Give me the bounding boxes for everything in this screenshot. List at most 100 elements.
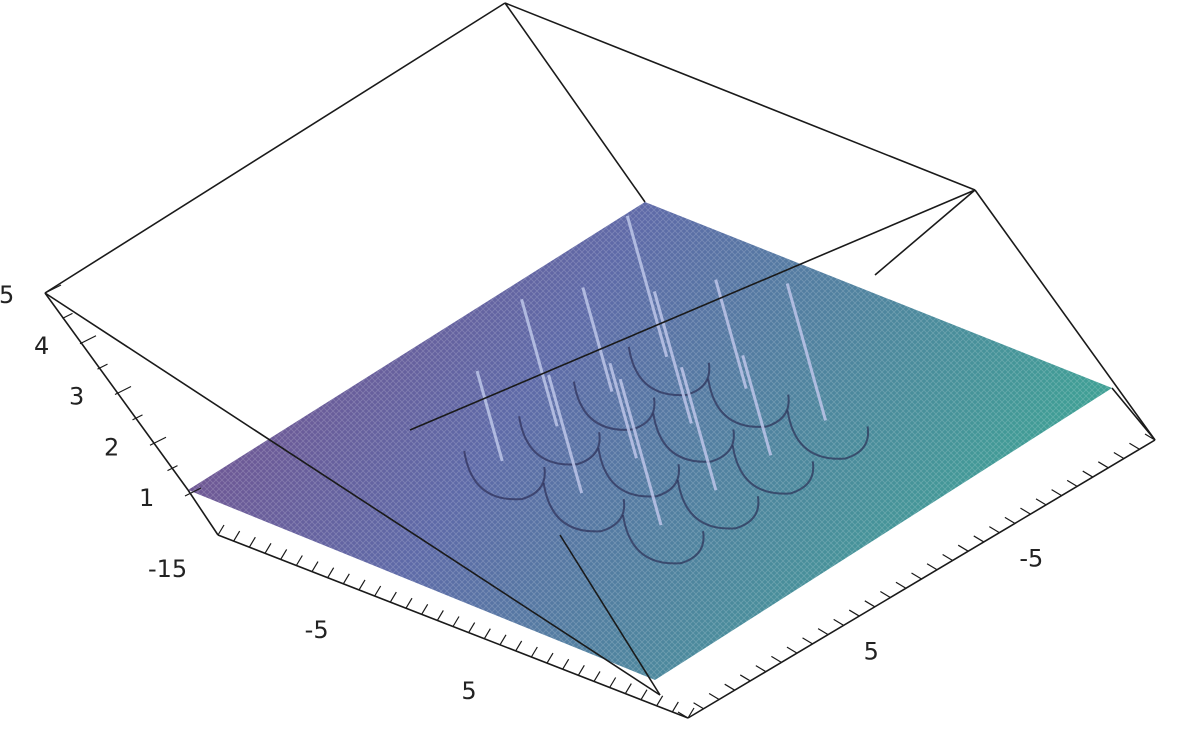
x-tick-label: -5 xyxy=(305,616,329,644)
y-tick xyxy=(957,544,969,552)
surface-ripple xyxy=(786,410,870,460)
x-tick xyxy=(405,597,413,609)
x-tick xyxy=(374,585,382,597)
y-tick xyxy=(1113,452,1125,460)
y-tick xyxy=(786,646,798,654)
x-tick xyxy=(452,616,460,627)
surface-spike xyxy=(679,366,718,491)
x-tick xyxy=(687,707,695,719)
x-tick xyxy=(311,561,319,572)
x-tick xyxy=(593,671,601,682)
surface-ripple xyxy=(572,381,656,431)
z-minor-tick xyxy=(97,363,108,370)
box-edge-back-2 xyxy=(504,2,646,203)
y-tick xyxy=(771,655,782,663)
y-tick xyxy=(895,581,907,589)
surface-ripple xyxy=(676,480,760,530)
x-tick xyxy=(483,628,491,640)
z-tick xyxy=(79,335,97,345)
y-tick xyxy=(880,591,891,599)
x-tick xyxy=(499,634,507,646)
x-tick xyxy=(609,677,617,688)
x-tick xyxy=(327,567,335,579)
box-edge-front-5 xyxy=(1111,387,1156,441)
box-edge-front-0 xyxy=(44,292,189,491)
surface-ripple xyxy=(622,514,705,565)
x-tick xyxy=(421,603,429,615)
box-edge-front-2 xyxy=(187,489,219,536)
surface-spike xyxy=(652,291,693,424)
y-tick-label: 5 xyxy=(864,637,879,665)
surface-spike xyxy=(741,354,773,456)
surface-ripple xyxy=(463,450,546,501)
x-tick xyxy=(577,664,585,676)
x-tick-label: -15 xyxy=(148,555,187,583)
box-edge-back-3 xyxy=(974,189,1156,441)
y-tick xyxy=(1020,507,1031,515)
z-tick xyxy=(44,284,62,294)
box-edge-back-1 xyxy=(504,2,976,191)
y-tick xyxy=(739,674,751,682)
x-tick xyxy=(530,646,538,658)
box-edge-back-4 xyxy=(874,189,976,276)
y-tick xyxy=(1144,433,1156,441)
y-tick xyxy=(708,692,720,700)
surface-spike xyxy=(785,283,828,421)
y-tick xyxy=(817,628,829,636)
surface-ripple xyxy=(518,416,601,466)
surface-ripple xyxy=(707,378,790,428)
y-tick xyxy=(1035,498,1047,506)
y-tick xyxy=(1004,516,1016,524)
z-minor-tick xyxy=(167,465,178,472)
z-tick xyxy=(149,436,167,446)
x-tick xyxy=(671,701,679,713)
x-tick xyxy=(468,622,476,633)
box-edge-front-7 xyxy=(559,534,661,696)
x-tick xyxy=(515,640,523,652)
surface-ripple xyxy=(731,445,815,495)
y-tick xyxy=(833,618,844,626)
surface-spike xyxy=(520,298,559,427)
y-tick xyxy=(755,665,767,673)
y-tick-label: -5 xyxy=(1019,545,1043,573)
y-tick xyxy=(677,711,689,719)
x-tick xyxy=(233,530,241,542)
surface-spike xyxy=(475,370,504,462)
surface-ripple xyxy=(652,413,735,463)
z-tick xyxy=(114,385,132,396)
y-tick xyxy=(724,683,736,691)
x-tick xyxy=(624,683,632,694)
y-tick xyxy=(1066,479,1078,487)
x-tick xyxy=(640,689,648,701)
z-minor-tick xyxy=(62,312,73,319)
x-tick xyxy=(546,652,554,664)
y-tick xyxy=(802,637,813,645)
surface-ripple xyxy=(542,482,626,533)
y-tick xyxy=(1082,470,1094,478)
x-tick xyxy=(358,579,366,591)
y-tick xyxy=(1051,489,1062,497)
surface-spike xyxy=(547,374,584,494)
box-edge-front-6 xyxy=(409,189,976,431)
y-tick xyxy=(926,563,938,571)
surface-spike xyxy=(581,287,614,392)
x-tick xyxy=(342,573,350,585)
z-minor-tick xyxy=(132,414,143,421)
box-edge-front-1 xyxy=(44,292,661,696)
box-edge-back-0 xyxy=(44,2,506,294)
y-tick xyxy=(848,609,860,617)
surface-spike xyxy=(625,215,669,358)
surface-ripple xyxy=(597,448,681,498)
surface-layer xyxy=(188,202,1112,680)
y-tick xyxy=(911,572,922,580)
x-tick-label: 5 xyxy=(461,677,476,705)
z-tick-label: 3 xyxy=(69,383,84,411)
x-tick xyxy=(389,591,397,603)
surface-ripple xyxy=(627,346,711,397)
x-tick xyxy=(656,695,664,707)
surface-mesh xyxy=(188,202,1112,680)
surface-spike xyxy=(618,378,663,526)
x-tick xyxy=(280,549,288,560)
